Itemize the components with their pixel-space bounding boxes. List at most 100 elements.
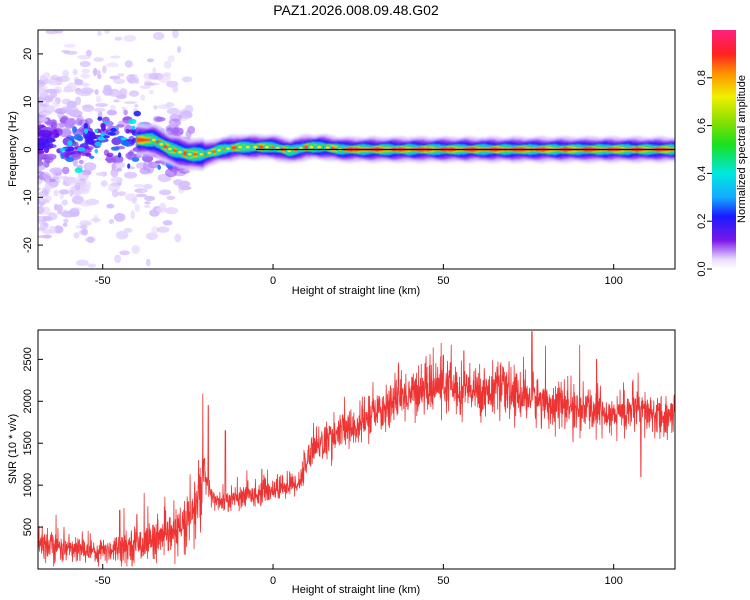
- spectrogram-blob: [42, 142, 50, 147]
- snr-x-tick-label: 100: [605, 575, 623, 587]
- spectrogram-blob: [81, 228, 89, 236]
- spectrogram-blob: [39, 118, 48, 123]
- spectrogram-blob: [108, 219, 115, 224]
- spectrogram-blob: [63, 85, 72, 93]
- spectrogram-blob: [166, 107, 180, 115]
- spectrogram-x-tick-label: 50: [437, 275, 449, 287]
- spectrogram-blob: [63, 218, 69, 224]
- spectrogram-blob: [78, 159, 84, 165]
- spectrogram-blob: [102, 65, 107, 74]
- snr-y-tick-label: 1000: [22, 473, 34, 497]
- snr-x-ticks: -50 0 50 100: [95, 564, 623, 587]
- spectrogram-blob: [48, 225, 57, 234]
- spectrogram-blob: [52, 100, 60, 108]
- spectrogram-blob: [72, 190, 82, 196]
- spectrogram-hotspot: [124, 140, 130, 147]
- spectrogram-blob: [78, 180, 92, 188]
- spectrogram-blob: [106, 109, 117, 116]
- spectrogram-ridge: [136, 123, 675, 172]
- snr-y-tick-label: 2500: [22, 347, 34, 371]
- spectrogram-blob: [162, 72, 172, 77]
- spectrogram-blob: [164, 207, 179, 215]
- spectrogram-blob: [187, 125, 196, 135]
- spectrogram-hotspot: [127, 163, 131, 169]
- spectrogram-blob: [42, 105, 56, 114]
- spectrogram-blob: [42, 234, 53, 239]
- spectrogram-blob: [83, 132, 96, 142]
- spectrogram-hotspot: [89, 155, 95, 159]
- spectrogram-blob: [110, 104, 116, 112]
- spectrogram-blob: [38, 215, 43, 222]
- spectrogram-blob: [180, 111, 191, 115]
- spectrogram-ridge-knot-core: [309, 145, 314, 149]
- spectrogram-blob: [81, 82, 90, 87]
- spectrogram-blob: [38, 227, 46, 232]
- spectrogram-blob: [93, 214, 99, 224]
- spectrogram-hotspot: [69, 136, 75, 141]
- spectrogram-hotspot: [131, 157, 140, 162]
- spectrogram-blob: [114, 213, 126, 222]
- spectrogram-blob: [95, 172, 106, 176]
- spectrogram-blob: [179, 186, 192, 191]
- spectrogram-hotspot: [94, 128, 98, 133]
- spectrogram-blob: [95, 103, 108, 107]
- spectrogram-blob: [80, 73, 91, 79]
- spectrogram-ridge-knot-core: [151, 138, 156, 142]
- spectrogram-blob: [42, 72, 51, 79]
- spectrogram-ridge-band: [136, 135, 675, 158]
- spectrogram-blob: [38, 129, 52, 137]
- spectrogram-blob: [172, 30, 179, 39]
- spectrogram-ridge-knot-core: [264, 145, 269, 149]
- spectrogram-blob: [122, 88, 128, 95]
- spectrogram-blob: [81, 68, 91, 74]
- spectrogram-blob: [82, 104, 95, 112]
- spectrogram-blob: [42, 96, 53, 101]
- spectrogram-blob: [115, 230, 129, 240]
- spectrogram-blob: [111, 189, 119, 198]
- spectrogram-hotspot: [67, 140, 73, 146]
- spectrogram-blob: [144, 195, 156, 201]
- spectrogram-blob: [75, 259, 89, 266]
- spectrogram-blob: [61, 210, 75, 218]
- spectrogram-blob: [38, 153, 49, 159]
- spectrogram-hotspot: [128, 118, 137, 125]
- spectrogram-blob: [103, 149, 110, 156]
- spectrogram-blob: [125, 193, 138, 202]
- colorbar-tick-label: 0.6: [696, 118, 708, 133]
- spectrogram-hotspot: [72, 126, 77, 133]
- spectrogram-hotspot: [107, 131, 116, 136]
- spectrogram-blob: [179, 180, 191, 188]
- spectrogram-blob: [114, 36, 123, 41]
- spectrogram-blob: [139, 85, 151, 89]
- spectrogram-x-ticks: -50 0 50 100: [95, 264, 623, 287]
- spectrogram-blob: [123, 109, 128, 116]
- spectrogram-blob: [83, 162, 97, 172]
- spectrogram-hotspot: [83, 122, 88, 130]
- spectrogram-blob: [61, 166, 70, 175]
- spectrogram-blob: [48, 80, 60, 86]
- spectrogram-blob: [116, 167, 122, 172]
- spectrogram-blob: [92, 67, 98, 77]
- spectrogram-blob: [146, 165, 154, 174]
- spectrogram-hotspot: [157, 164, 161, 170]
- spectrogram-hotspot: [94, 141, 102, 147]
- spectrogram-blob: [36, 13, 49, 18]
- spectrogram-blob: [113, 99, 120, 103]
- spectrogram-hotspot: [77, 147, 86, 152]
- spectrogram-blob: [74, 79, 84, 86]
- spectrogram-x-tick-label: 100: [605, 275, 623, 287]
- snr-x-label: Height of straight line (km): [292, 584, 420, 596]
- spectrogram-blob: [113, 162, 126, 169]
- spectrogram-blob: [152, 67, 157, 75]
- snr-y-tick-label: 500: [22, 518, 34, 536]
- spectrogram-blob: [74, 182, 81, 191]
- spectrogram-blob: [119, 250, 130, 256]
- spectrogram-blob: [97, 73, 102, 80]
- spectrogram-blob: [116, 191, 127, 197]
- spectrogram-blob: [69, 189, 74, 197]
- spectrogram-ridge-knot-core: [178, 150, 183, 154]
- spectrogram-blob: [167, 55, 175, 63]
- snr-y-tick-label: 1500: [22, 431, 34, 455]
- spectrogram-blob: [110, 176, 123, 184]
